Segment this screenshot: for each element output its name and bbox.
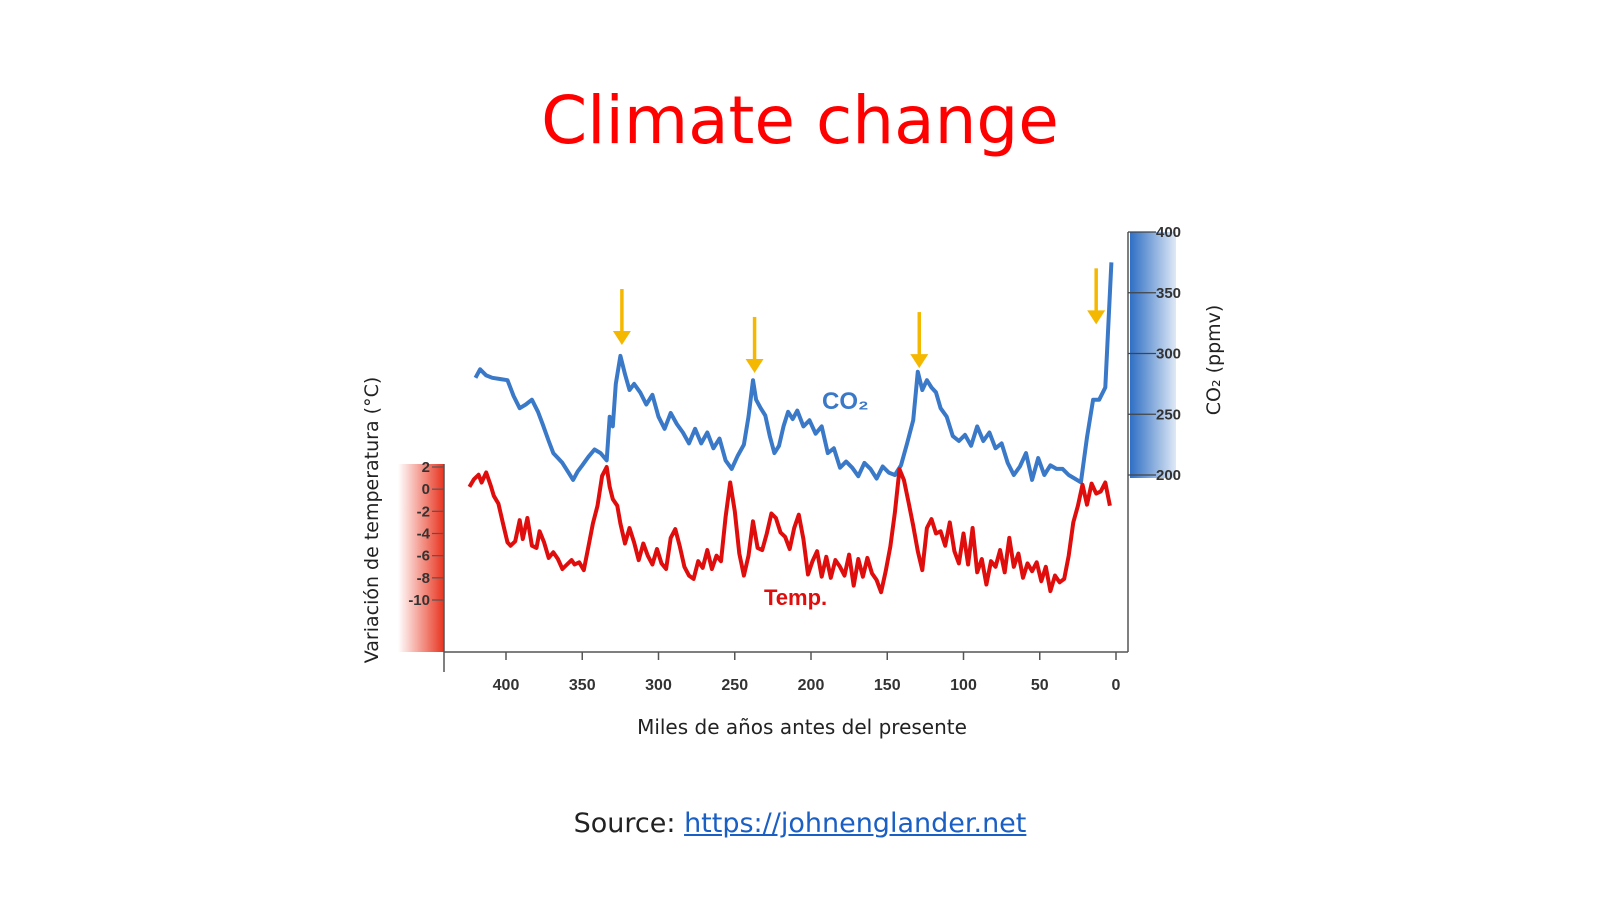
axes [443,232,1129,672]
y-left-tick-label: -10 [408,592,430,609]
y-left-tick-label: -8 [417,570,430,587]
temperature-series-line [467,465,1112,595]
y-left-tick-label: 2 [422,459,430,476]
co2-series-label: CO₂ [822,388,869,415]
x-tick-label: 50 [1031,677,1049,694]
y-right-axis-label: CO₂ (ppmv) [1203,305,1225,416]
x-tick-label: 150 [874,677,901,694]
arrow-annotation-head [612,330,631,345]
source-label: Source: [573,808,676,839]
x-tick-label: 300 [645,677,672,694]
y-right-tick-label: 400 [1156,224,1181,241]
arrow-annotation-head [1087,310,1106,325]
arrow-annotation-head [910,354,929,369]
y-right-tick-label: 200 [1156,467,1181,484]
arrow-annotation-head [745,358,764,373]
x-tick-label: 100 [950,677,977,694]
y-left-axis-label: Variación de temperatura (°C) [361,377,383,664]
x-axis-ticks: 400 350 300 250 200 150 100 50 0 [493,652,1121,694]
slide-title: Climate change [541,82,1059,159]
y-right-tick-label: 250 [1156,406,1181,423]
x-tick-label: 0 [1112,677,1121,694]
y-left-tick-label: -4 [417,526,431,543]
co2-scale-bar [1130,232,1176,478]
y-left-axis-ticks: 2 0 -2 -4 -6 -8 -10 [408,459,444,609]
y-left-tick-label: 0 [422,481,430,498]
x-tick-label: 250 [721,677,748,694]
x-tick-label: 200 [798,677,825,694]
temperature-scale-bar [398,464,444,652]
x-axis-label: Miles de años antes del presente [637,715,967,739]
y-right-tick-label: 350 [1156,285,1181,302]
x-tick-label: 350 [569,677,596,694]
y-right-tick-label: 300 [1156,346,1181,363]
co2-series-line [473,262,1114,485]
source-line: Source: https://johnenglander.net [0,808,1600,839]
y-left-tick-label: -6 [417,548,430,565]
x-tick-label: 400 [493,677,520,694]
y-right-axis-ticks: 400 350 300 250 200 [1128,224,1181,484]
y-left-tick-label: -2 [417,503,430,520]
arrow-annotations [612,268,1106,373]
temperature-series-label: Temp. [764,585,827,610]
source-link[interactable]: https://johnenglander.net [684,808,1027,839]
